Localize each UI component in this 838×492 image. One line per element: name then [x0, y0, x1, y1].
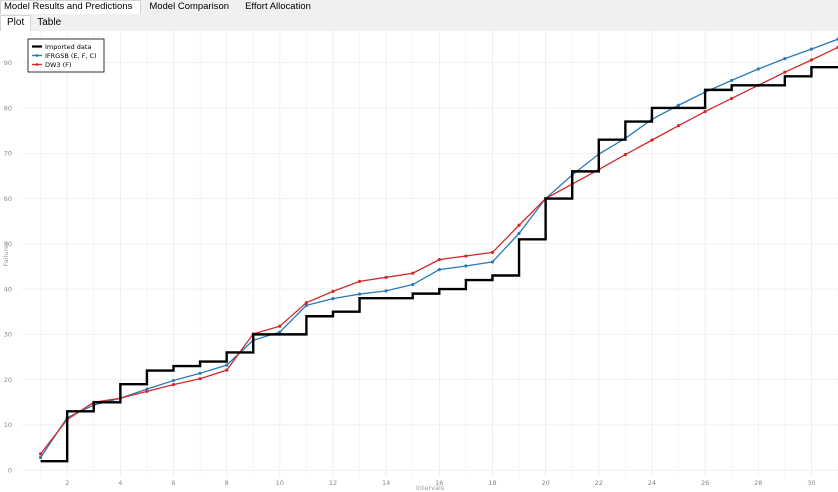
x-tick-label: 22 — [595, 479, 603, 487]
series-dw3-f — [39, 45, 838, 456]
data-point-ifrgsb-e-f-c — [437, 268, 441, 272]
data-point-ifrgsb-e-f-c — [198, 371, 202, 375]
data-point-dw3-f — [411, 271, 415, 275]
series-line-imported-data — [40, 66, 838, 463]
data-point-ifrgsb-e-f-c — [464, 264, 468, 268]
tab-table[interactable]: Table — [37, 17, 62, 28]
legend-label-ifrgsb: IFRGSB (E, F, C) — [45, 52, 97, 60]
data-point-dw3-f — [357, 279, 362, 283]
data-point-dw3-f — [650, 138, 654, 142]
data-point-ifrgsb-e-f-c — [225, 363, 229, 367]
data-point-ifrgsb-e-f-c — [756, 67, 760, 71]
x-tick-label: 8 — [225, 479, 229, 487]
data-point-dw3-f — [464, 254, 468, 258]
legend[interactable]: Imported data IFRGSB (E, F, C) DW3 (F) — [27, 38, 105, 73]
plot-panel: 0 10 20 30 40 50 60 70 80 90 2 4 6 8 10 12 14 16 18 20 22 24 2… — [0, 31, 838, 492]
data-point-dw3-f — [676, 124, 681, 128]
data-point-ifrgsb-e-f-c — [304, 303, 309, 307]
y-tick-label: 70 — [4, 150, 12, 158]
data-point-ifrgsb-e-f-c — [730, 78, 734, 82]
x-tick-label: 6 — [171, 479, 175, 487]
data-point-dw3-f — [384, 275, 388, 279]
x-tick-label: 12 — [329, 479, 337, 487]
data-point-dw3-f — [809, 58, 814, 62]
legend-marker-ifrgsb-e-f-c — [35, 54, 39, 57]
y-tick-label: 10 — [4, 421, 12, 429]
data-point-dw3-f — [171, 383, 176, 387]
y-tick-label: 90 — [4, 59, 12, 67]
legend-marker-dw3-f — [35, 63, 39, 66]
data-point-dw3-f — [437, 258, 441, 262]
data-point-dw3-f — [198, 377, 202, 381]
x-tick-label: 16 — [435, 479, 443, 487]
data-point-ifrgsb-e-f-c — [331, 297, 335, 301]
data-point-dw3-f — [623, 153, 627, 157]
data-point-ifrgsb-e-f-c — [783, 57, 787, 61]
legend-label-imported-data: Imported data — [45, 43, 91, 51]
data-point-dw3-f — [517, 223, 521, 227]
data-point-ifrgsb-e-f-c — [39, 455, 43, 460]
x-tick-label: 24 — [648, 479, 656, 487]
main-tab-bar: Model Results and Predictions Model Comp… — [0, 0, 838, 14]
y-tick-label: 80 — [4, 104, 12, 112]
legend-item-dw3: DW3 (F) — [32, 61, 71, 69]
data-point-ifrgsb-e-f-c — [278, 330, 282, 334]
x-tick-label: 10 — [276, 479, 284, 487]
data-point-ifrgsb-e-f-c — [676, 103, 681, 107]
x-tick-label: 4 — [118, 479, 122, 487]
x-tick-label: 26 — [701, 479, 709, 487]
x-tick-label: 30 — [807, 479, 815, 487]
x-tick-label: 18 — [488, 479, 496, 487]
data-point-dw3-f — [490, 250, 495, 255]
data-point-ifrgsb-e-f-c — [517, 231, 521, 235]
data-point-dw3-f — [703, 109, 707, 114]
data-point-dw3-f — [225, 368, 229, 372]
data-point-dw3-f — [730, 96, 734, 101]
data-point-ifrgsb-e-f-c — [809, 47, 814, 51]
tab-model-results[interactable]: Model Results and Predictions — [0, 0, 142, 14]
y-tick-label: 30 — [4, 331, 12, 339]
legend-label-dw3: DW3 (F) — [45, 61, 71, 69]
tab-plot[interactable]: Plot — [0, 15, 32, 31]
y-tick-label: 0 — [8, 467, 12, 475]
series-imported-data — [40, 66, 838, 463]
data-point-dw3-f — [278, 324, 282, 328]
data-point-ifrgsb-e-f-c — [171, 378, 176, 383]
y-tick-label: 40 — [4, 285, 12, 293]
data-point-ifrgsb-e-f-c — [384, 289, 388, 293]
legend-item-imported-data: Imported data — [32, 43, 91, 51]
x-tick-label: 14 — [382, 479, 390, 487]
series-ifrgsb-e-f-c — [39, 37, 838, 460]
data-point-dw3-f — [783, 70, 787, 74]
grid — [22, 31, 838, 477]
y-axis-label: Failures — [2, 241, 10, 266]
x-tick-label: 2 — [65, 479, 69, 487]
x-tick-label: 20 — [541, 479, 549, 487]
data-point-dw3-f — [145, 389, 149, 394]
data-point-ifrgsb-e-f-c — [411, 282, 415, 287]
x-tick-label: 28 — [754, 479, 762, 487]
series-layer — [39, 37, 838, 463]
data-point-ifrgsb-e-f-c — [357, 292, 362, 296]
y-tick-label: 50 — [4, 240, 12, 248]
legend-item-ifrgsb: IFRGSB (E, F, C) — [32, 52, 97, 60]
data-point-dw3-f — [331, 289, 335, 293]
data-point-dw3-f — [304, 301, 309, 305]
data-point-dw3-f — [39, 452, 43, 456]
tab-effort-allocation[interactable]: Effort Allocation — [245, 1, 311, 12]
y-tick-label: 20 — [4, 376, 12, 384]
view-tab-bar: Plot Table — [0, 14, 838, 32]
tab-model-comparison[interactable]: Model Comparison — [149, 1, 230, 12]
x-axis-label: Intervals — [416, 484, 445, 492]
data-point-ifrgsb-e-f-c — [490, 260, 495, 264]
y-tick-label: 60 — [4, 195, 12, 203]
data-point-ifrgsb-e-f-c — [145, 387, 149, 391]
